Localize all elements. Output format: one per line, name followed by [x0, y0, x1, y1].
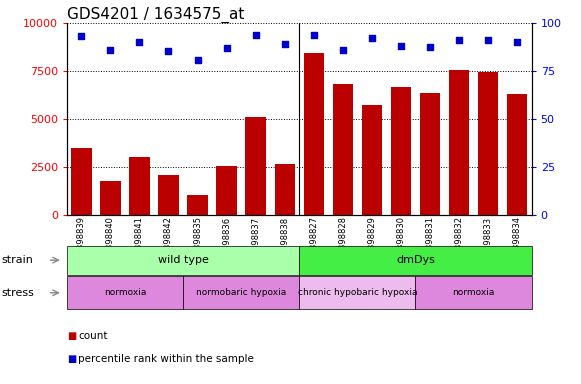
Text: stress: stress [1, 288, 34, 298]
Point [483, 37, 493, 43]
Text: wild type: wild type [157, 255, 209, 265]
Bar [130, 157, 150, 215]
Text: normobaric hypoxia: normobaric hypoxia [196, 288, 286, 297]
Point [454, 37, 464, 43]
Bar [507, 94, 528, 215]
Text: strain: strain [1, 255, 33, 265]
Bar [100, 182, 121, 215]
Text: count: count [78, 331, 108, 341]
Point [309, 31, 318, 38]
Text: normoxia: normoxia [104, 288, 146, 297]
Bar [187, 195, 208, 215]
Bar [333, 84, 353, 215]
Bar [71, 148, 92, 215]
Point [425, 44, 435, 50]
Bar [420, 93, 440, 215]
Point [222, 45, 231, 51]
Point [396, 43, 406, 49]
Bar [390, 88, 411, 215]
Bar [361, 104, 382, 215]
Text: GDS4201 / 1634575_at: GDS4201 / 1634575_at [67, 7, 244, 23]
Point [77, 33, 86, 40]
Bar [478, 72, 498, 215]
Point [164, 48, 173, 54]
Point [193, 58, 202, 64]
Bar [217, 166, 237, 215]
Text: ■: ■ [67, 331, 76, 341]
Text: percentile rank within the sample: percentile rank within the sample [78, 354, 254, 364]
Text: ■: ■ [67, 354, 76, 364]
Text: normoxia: normoxia [453, 288, 494, 297]
Point [512, 39, 522, 45]
Bar [303, 53, 324, 215]
Point [338, 47, 347, 53]
Point [367, 35, 376, 41]
Bar [449, 70, 469, 215]
Point [280, 41, 289, 47]
Point [251, 31, 260, 38]
Bar [275, 164, 295, 215]
Bar [158, 175, 178, 215]
Bar [246, 117, 266, 215]
Point [106, 47, 115, 53]
Text: dmDys: dmDys [396, 255, 435, 265]
Point [135, 39, 144, 45]
Text: chronic hypobaric hypoxia: chronic hypobaric hypoxia [297, 288, 417, 297]
